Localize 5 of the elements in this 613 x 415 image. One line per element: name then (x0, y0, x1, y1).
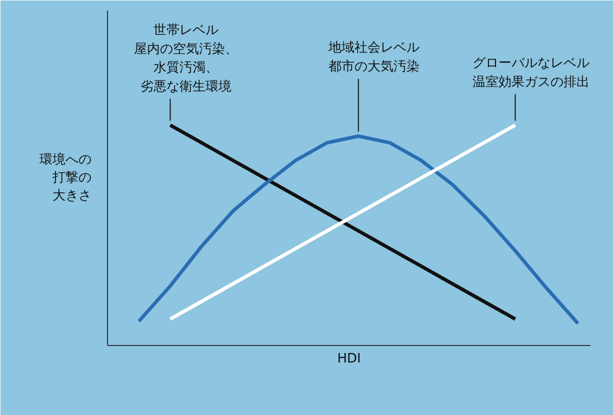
text: 地域社会レベル都市の大気汚染 (328, 40, 420, 74)
x-axis-title: HDI (337, 352, 361, 366)
y-axis-title: 環境への打撃の大きさ (40, 152, 92, 204)
text: 世帯レベル屋内の空気汚染、水質汚濁、劣悪な衛生環境 (134, 23, 238, 94)
text: グローバルなレベル温室効果ガスの排出 (472, 56, 590, 90)
